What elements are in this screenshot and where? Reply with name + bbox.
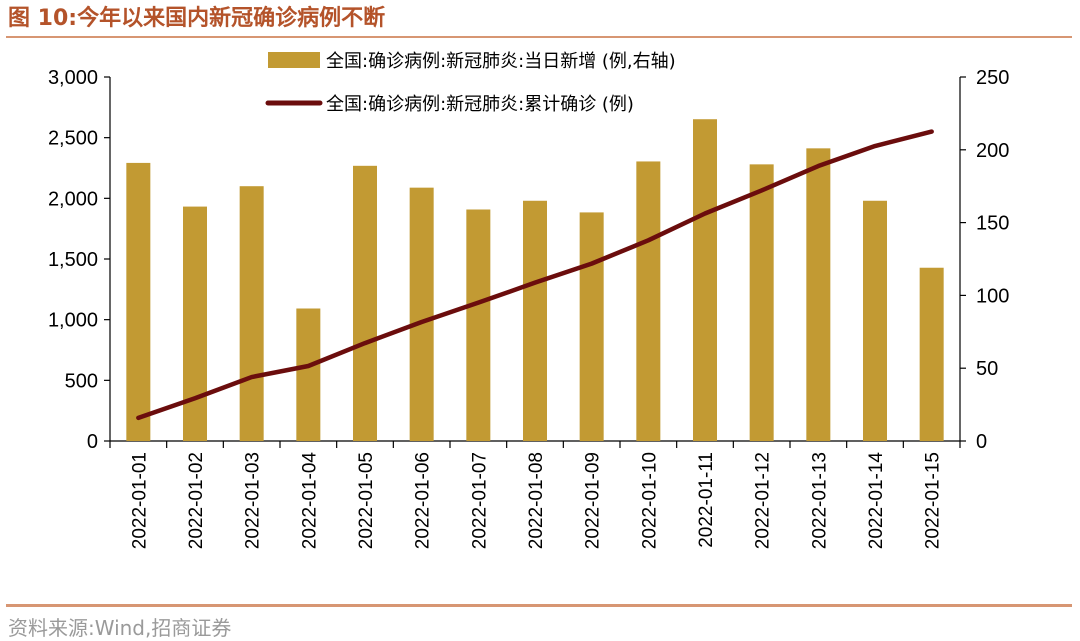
bar [636,161,661,441]
right-axis-tick-label: 100 [976,285,1009,307]
x-axis-tick-label: 2022-01-13 [809,452,830,549]
x-axis-tick-label: 2022-01-06 [413,452,434,549]
x-axis-tick-label: 2022-01-05 [356,452,377,549]
left-axis-tick-label: 3,000 [48,67,98,89]
right-axis-tick-label: 150 [976,213,1009,235]
left-axis-tick-label: 2,000 [48,188,98,210]
bar [183,206,207,441]
bar [409,187,434,441]
right-axis-tick-label: 250 [976,67,1009,89]
x-axis-tick-label: 2022-01-04 [299,452,320,550]
bar [126,162,151,442]
x-axis-tick-label: 2022-01-08 [526,452,547,549]
legend-label-line: 全国:确诊病例:新冠肺炎:累计确诊 (例) [326,94,634,115]
x-axis-tick-label: 2022-01-14 [866,452,887,550]
source-note: 资料来源:Wind,招商证券 [8,616,232,640]
x-axis-tick-label: 2022-01-11 [696,452,717,548]
bar [466,209,491,441]
x-axis-tick-label: 2022-01-07 [469,452,490,549]
figure-title: 图 10:今年以来国内新冠确诊病例不断 [8,6,386,31]
bar [296,308,321,441]
title-divider [6,36,1072,38]
bar [353,165,377,442]
bar-series [126,119,944,442]
bar [806,148,831,441]
right-axis-tick-label: 50 [976,358,998,380]
left-axis-tick-label: 2,500 [48,128,98,150]
line-series [136,129,934,421]
bar [523,200,547,441]
x-axis-ticks: 2022-01-01 2022-01-02 2022-01-03 2022-01-04… [129,452,943,550]
chart-legend: 全国:确诊病例:新冠肺炎:当日新增 (例,右轴) 全国:确诊病例:新冠肺炎:累计确… [265,51,676,115]
x-axis-tick-label: 2022-01-10 [639,452,660,549]
left-axis-tick-label: 500 [65,370,98,392]
left-axis-tick-label: 1,500 [48,249,98,271]
right-axis-tick-label: 0 [976,431,987,453]
left-axis-tick-label: 1,000 [48,310,98,332]
legend-label-bar: 全国:确诊病例:新冠肺炎:当日新增 (例,右轴) [326,51,676,72]
x-axis-tick-label: 2022-01-01 [129,452,150,549]
x-axis-tick-label: 2022-01-15 [923,452,944,549]
x-axis-tick-label: 2022-01-03 [243,452,264,549]
bar [239,186,264,441]
x-axis-tick-label: 2022-01-09 [583,452,604,549]
right-axis-tick-label: 200 [976,140,1009,162]
bar [579,212,604,441]
bar [919,267,944,441]
left-axis-tick-label: 0 [87,431,98,453]
x-axis-tick-label: 2022-01-02 [186,452,207,549]
bar [693,119,717,441]
x-axis-tick-label: 2022-01-12 [753,452,774,549]
bar [749,164,774,442]
legend-swatch-bar [268,52,320,68]
bar [863,200,887,441]
footer-divider [6,604,1072,607]
